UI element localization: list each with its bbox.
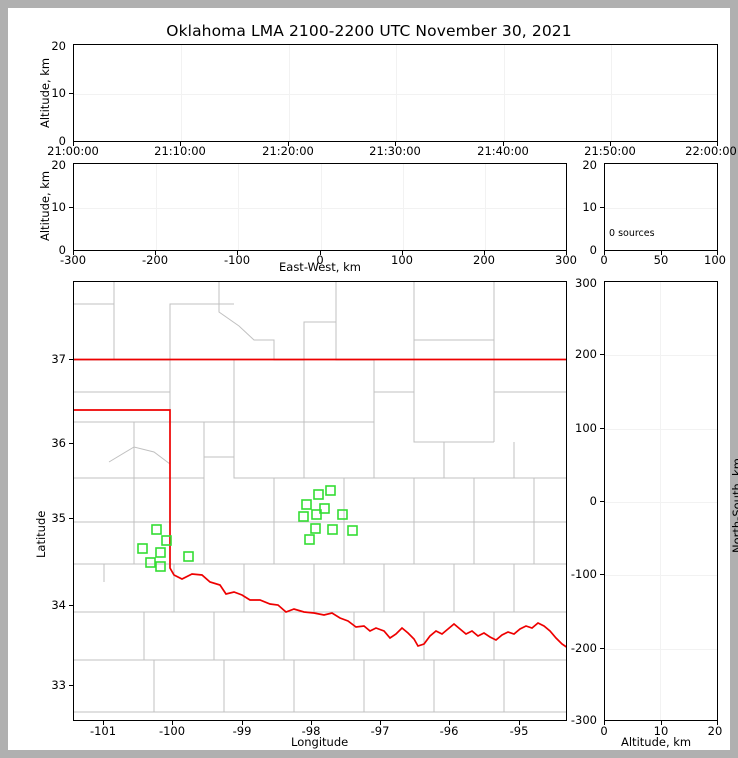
- p3-xtick-50: 50: [653, 253, 669, 267]
- p2-xtick-2: -100: [223, 253, 251, 267]
- p1-xtick-0: 21:00:00: [47, 144, 99, 158]
- state-border: [74, 358, 566, 648]
- map-ytick-36: 36: [51, 436, 66, 450]
- source-count-annotation: 0 sources: [609, 228, 655, 239]
- p1-ytick-10: 10: [51, 86, 66, 100]
- p5-ytick--100: -100: [570, 567, 597, 581]
- lma-station-markers: [137, 485, 358, 572]
- p3-xtick-100: 100: [704, 253, 726, 267]
- map-xtick-1: -100: [158, 724, 186, 738]
- p5-ytick-0: 0: [589, 494, 597, 508]
- p5-xtick-10: 10: [653, 724, 669, 738]
- east-west-vs-altitude-panel[interactable]: [73, 163, 567, 251]
- p1-ylabel: Altitude, km: [38, 57, 52, 128]
- p5-ytick--200: -200: [570, 641, 597, 655]
- p2-ytick-20: 20: [51, 158, 66, 172]
- map-xtick-2: -99: [232, 724, 252, 738]
- p1-xtick-3: 21:30:00: [369, 144, 421, 158]
- p2-ylabel: Altitude, km: [38, 170, 52, 241]
- map-ylabel: Latitude: [34, 510, 48, 558]
- north-south-vs-altitude-panel[interactable]: [604, 281, 718, 721]
- p2-xtick-0: -300: [59, 253, 87, 267]
- p1-xtick-2: 21:20:00: [262, 144, 314, 158]
- p5-ytick-200: 200: [575, 347, 597, 361]
- p2-xlabel: East-West, km: [279, 260, 361, 274]
- map-xtick-3: -98: [301, 724, 321, 738]
- map-ytick-35: 35: [51, 511, 66, 525]
- map-ytick-33: 33: [51, 678, 66, 692]
- map-xtick-6: -95: [509, 724, 529, 738]
- p2-xtick-4: 100: [391, 253, 413, 267]
- p3-ytick-20: 20: [582, 158, 597, 172]
- figure-canvas: Oklahoma LMA 2100-2200 UTC November 30, …: [8, 8, 738, 750]
- p1-ytick-20: 20: [51, 39, 66, 53]
- time-vs-altitude-panel[interactable]: [73, 44, 718, 142]
- p2-xtick-5: 200: [473, 253, 495, 267]
- p5-ytick-300: 300: [575, 276, 597, 290]
- page-title: Oklahoma LMA 2100-2200 UTC November 30, …: [166, 22, 572, 40]
- p1-xtick-6: 22:00:00: [685, 144, 737, 158]
- map-xtick-5: -96: [439, 724, 459, 738]
- map-ytick-34: 34: [51, 598, 66, 612]
- p5-ylabel: North-South, km: [730, 458, 738, 553]
- p3-ytick-10: 10: [582, 200, 597, 214]
- map-xtick-0: -101: [89, 724, 117, 738]
- p1-xtick-1: 21:10:00: [154, 144, 206, 158]
- map-svg: [74, 282, 566, 713]
- map-xlabel: Longitude: [291, 735, 349, 749]
- p5-xtick-20: 20: [707, 724, 723, 738]
- p2-xtick-3: 0: [316, 253, 324, 267]
- p5-ytick-100: 100: [575, 421, 597, 435]
- map-xtick-4: -97: [370, 724, 390, 738]
- map-ytick-37: 37: [51, 352, 66, 366]
- plan-view-map-panel[interactable]: [73, 281, 567, 721]
- p1-ytick-0: 0: [58, 134, 66, 148]
- county-boundaries: [74, 282, 566, 713]
- p5-xlabel: Altitude, km: [621, 735, 692, 749]
- p3-ytick-0: 0: [589, 243, 597, 257]
- p5-xtick-0: 0: [600, 724, 608, 738]
- p1-xtick-4: 21:40:00: [477, 144, 529, 158]
- p2-xtick-1: -200: [141, 253, 169, 267]
- p2-xtick-6: 300: [555, 253, 577, 267]
- p3-xtick-0: 0: [600, 253, 608, 267]
- p2-ytick-0: 0: [58, 243, 66, 257]
- p5-ytick--300: -300: [570, 713, 597, 727]
- p1-xtick-5: 21:50:00: [584, 144, 636, 158]
- source-count-panel[interactable]: 0 sources: [604, 163, 718, 251]
- p2-ytick-10: 10: [51, 200, 66, 214]
